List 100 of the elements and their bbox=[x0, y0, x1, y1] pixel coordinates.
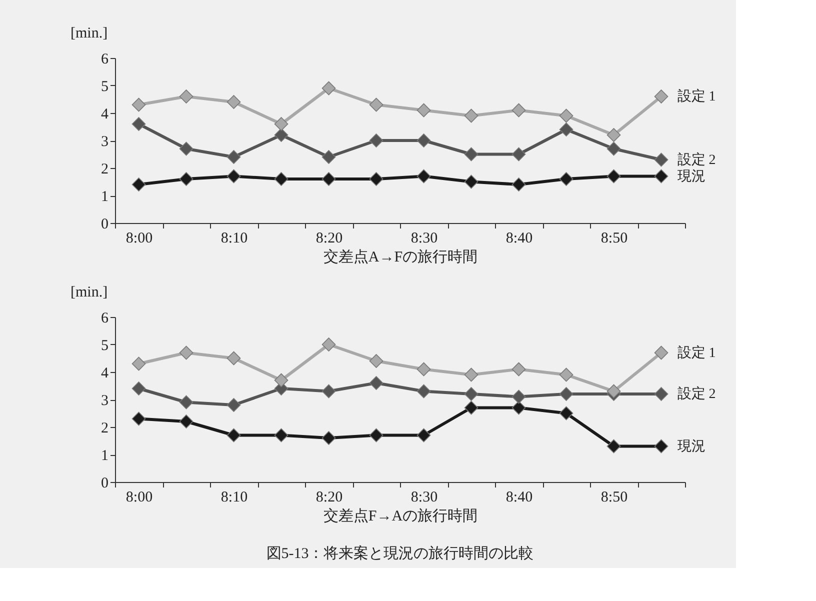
point bbox=[559, 172, 574, 186]
x-tick-label: 8:40 bbox=[506, 490, 533, 506]
y-tick-label: 2 bbox=[101, 162, 108, 178]
point bbox=[559, 406, 574, 420]
point bbox=[274, 128, 288, 142]
y-tick-label: 6 bbox=[101, 310, 109, 326]
y-tick-label: 4 bbox=[101, 106, 109, 122]
point bbox=[179, 395, 194, 410]
x-axis-title: 交差点F→Aの旅行時間 bbox=[323, 508, 478, 524]
point bbox=[416, 103, 431, 118]
point bbox=[369, 376, 384, 390]
x-tick-label: 8:50 bbox=[600, 230, 628, 246]
point bbox=[132, 412, 146, 426]
point bbox=[322, 384, 336, 398]
point bbox=[274, 117, 288, 131]
y-tick-label: 0 bbox=[101, 476, 108, 492]
series-label: 設定 1 bbox=[677, 344, 716, 361]
point bbox=[322, 338, 336, 352]
point bbox=[322, 81, 336, 96]
point bbox=[226, 428, 241, 442]
y-tick-label: 1 bbox=[101, 189, 108, 205]
point bbox=[512, 103, 526, 118]
point bbox=[512, 400, 526, 415]
y-tick-label: 4 bbox=[101, 366, 109, 382]
point bbox=[369, 172, 384, 186]
x-tick-label: 8:40 bbox=[506, 230, 533, 246]
series-label: 設定 2 bbox=[677, 386, 716, 402]
point bbox=[416, 428, 431, 442]
point bbox=[606, 384, 621, 398]
point bbox=[274, 428, 288, 442]
point bbox=[369, 98, 384, 112]
y-tick-label: 1 bbox=[101, 448, 108, 464]
point bbox=[416, 169, 431, 184]
point bbox=[132, 178, 146, 192]
point bbox=[654, 90, 668, 104]
point bbox=[654, 439, 668, 454]
point bbox=[226, 169, 241, 184]
point bbox=[179, 90, 194, 104]
point bbox=[559, 368, 574, 382]
x-tick-label: 8:10 bbox=[220, 230, 248, 246]
point bbox=[654, 152, 668, 167]
point bbox=[132, 382, 146, 396]
point bbox=[606, 128, 621, 142]
point bbox=[654, 169, 668, 184]
point bbox=[322, 431, 336, 445]
point bbox=[464, 147, 478, 162]
point bbox=[179, 414, 194, 428]
point bbox=[322, 172, 336, 186]
series-label: 設定 2 bbox=[677, 152, 716, 168]
point bbox=[179, 142, 194, 156]
point bbox=[369, 428, 384, 442]
point bbox=[606, 169, 621, 184]
y-tick-label: 3 bbox=[101, 134, 108, 150]
point bbox=[512, 362, 526, 376]
y-tick-label: 0 bbox=[101, 216, 108, 232]
point bbox=[654, 346, 668, 360]
y-tick-label: 3 bbox=[101, 393, 108, 409]
point bbox=[226, 351, 241, 366]
point bbox=[132, 98, 146, 112]
point bbox=[274, 373, 288, 388]
point bbox=[464, 174, 478, 189]
caption: 図5-13：将来案と現況の旅行時間の比較 bbox=[266, 545, 534, 562]
point bbox=[464, 108, 478, 123]
point bbox=[179, 346, 194, 360]
y-tick-label: 6 bbox=[101, 52, 109, 68]
y-tick-label: 2 bbox=[101, 420, 108, 436]
series-label: 現況 bbox=[677, 438, 706, 454]
point bbox=[226, 95, 241, 109]
y-axis-title: [min.] bbox=[70, 26, 108, 42]
point bbox=[226, 398, 241, 412]
point bbox=[179, 172, 194, 186]
x-tick-label: 8:20 bbox=[316, 230, 343, 246]
point bbox=[559, 122, 574, 136]
x-tick-label: 8:50 bbox=[600, 490, 628, 506]
point bbox=[322, 150, 336, 164]
point bbox=[226, 150, 241, 164]
point bbox=[606, 142, 621, 156]
point bbox=[464, 387, 478, 401]
series-label: 現況 bbox=[677, 168, 706, 184]
y-axis-title: [min.] bbox=[70, 284, 108, 300]
point bbox=[416, 384, 431, 398]
point bbox=[416, 362, 431, 376]
x-axis-title: 交差点A→Fの旅行時間 bbox=[323, 248, 478, 266]
point bbox=[369, 354, 384, 368]
x-tick-label: 8:10 bbox=[220, 490, 248, 506]
point bbox=[559, 108, 574, 123]
point bbox=[132, 117, 146, 131]
y-tick-label: 5 bbox=[101, 338, 108, 354]
point bbox=[464, 368, 478, 382]
point bbox=[512, 147, 526, 162]
point bbox=[274, 172, 288, 186]
y-tick-label: 5 bbox=[101, 79, 108, 95]
x-tick-label: 8:30 bbox=[410, 490, 438, 506]
point bbox=[559, 387, 574, 401]
point bbox=[512, 178, 526, 192]
point bbox=[606, 439, 621, 454]
x-tick-label: 8:00 bbox=[126, 230, 153, 246]
x-tick-label: 8:20 bbox=[316, 490, 343, 506]
x-tick-label: 8:00 bbox=[126, 490, 153, 506]
point bbox=[416, 134, 431, 148]
